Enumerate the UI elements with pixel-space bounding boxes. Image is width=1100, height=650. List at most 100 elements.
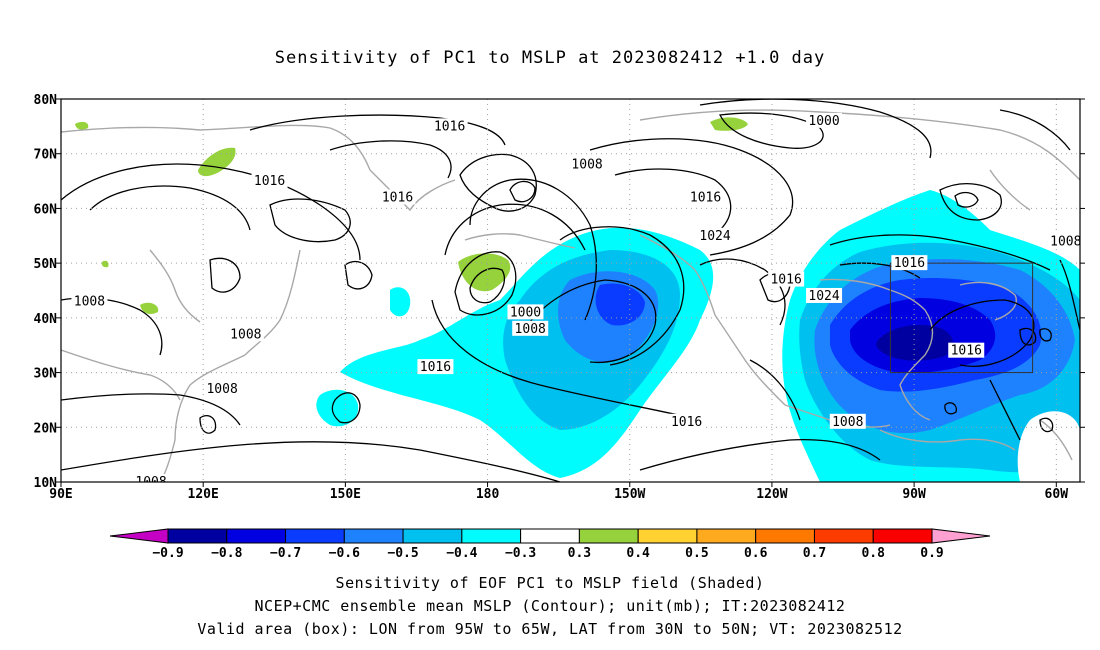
contour-label-bg <box>379 189 416 205</box>
colorbar: −0.9 −0.8 −0.7 −0.6 −0.5 −0.4 −0.3 0.3 0.4 0.5 0.6… <box>109 528 991 561</box>
colorbar-label: −0.5 <box>387 546 418 561</box>
lat-tick-label: 20N <box>34 421 58 436</box>
contour-label-bg <box>829 413 866 429</box>
colorbar-swatch <box>461 528 522 544</box>
shade-green-arctic2 <box>75 121 89 130</box>
lat-tick-label: 10N <box>34 476 58 491</box>
contour-label: 1024 <box>808 289 839 304</box>
colorbar-swatch <box>520 528 580 544</box>
contour-label: 1008 <box>571 158 602 173</box>
caption-line-3: Valid area (box): LON from 95W to 65W, L… <box>197 620 903 638</box>
contour-label-bg <box>507 304 544 320</box>
contour-label: 1016 <box>951 344 982 359</box>
contour-label: 1008 <box>206 382 237 397</box>
contour-label: 1008 <box>135 475 166 490</box>
contour-label: 1008 <box>832 415 863 430</box>
lon-tick-label: 90E <box>49 487 72 502</box>
lat-tick-label: 40N <box>34 312 58 327</box>
contour-label-bg <box>204 380 241 396</box>
contour-label: 1016 <box>671 415 702 430</box>
colorbar-swatch <box>167 528 228 544</box>
colorbar-swatch <box>637 528 698 544</box>
contour-label-bg <box>431 118 468 134</box>
lon-tick-label: 120E <box>188 487 219 502</box>
shade-green-china2 <box>101 260 109 268</box>
colorbar-swatch <box>343 528 404 544</box>
colorbar-label: 0.7 <box>803 546 826 561</box>
coastlines <box>61 109 1080 482</box>
map-title: Sensitivity of PC1 to MSLP at 2023082412… <box>274 48 826 68</box>
shade-cyan-wpac <box>316 389 359 427</box>
lon-tick-label: 120W <box>756 487 787 502</box>
lat-tick-label: 80N <box>34 93 58 108</box>
shade-deepnavy-america <box>876 325 954 361</box>
contour-label-bg <box>417 359 454 375</box>
contour-label-bg <box>133 474 170 482</box>
shade-cyan-wpac2 <box>390 287 411 317</box>
colorbar-label: −0.7 <box>270 546 301 561</box>
caption-line-2: NCEP+CMC ensemble mean MSLP (Contour); u… <box>254 597 846 615</box>
contour-label: 1016 <box>770 273 801 288</box>
contour-label-bg <box>251 173 288 189</box>
colorbar-swatch <box>696 528 757 544</box>
contour-label: 1008 <box>230 327 261 342</box>
caption-line-1: Sensitivity of EOF PC1 to MSLP field (Sh… <box>335 574 765 592</box>
colorbar-label: −0.6 <box>329 546 360 561</box>
colorbar-label: 0.6 <box>744 546 768 561</box>
colorbar-min-arrow <box>109 528 169 544</box>
colorbar-label: 0.5 <box>685 546 708 561</box>
lon-tick-label: 150W <box>614 487 645 502</box>
contour-label-bg <box>71 293 108 309</box>
colorbar-label: 0.3 <box>568 546 591 561</box>
colorbar-label: −0.8 <box>211 546 242 561</box>
contour-label: 1000 <box>510 305 541 320</box>
contour-label-bg <box>948 342 985 358</box>
contour-label: 1008 <box>1050 234 1081 249</box>
contour-label-bg <box>1047 233 1080 249</box>
contour-label: 1000 <box>808 114 839 129</box>
colorbar-swatch <box>226 528 287 544</box>
contour-label-bg <box>768 271 805 287</box>
lon-tick-label: 150E <box>330 487 361 502</box>
colorbar-swatch <box>872 528 933 544</box>
mslp-contours <box>61 99 1080 482</box>
contour-label: 1016 <box>254 174 285 189</box>
colorbar-swatch <box>813 528 874 544</box>
lon-tick-label: 90W <box>902 487 926 502</box>
lat-tick-label: 70N <box>34 148 58 163</box>
shade-green-siberia <box>198 147 236 177</box>
shade-gap-east <box>1017 411 1080 482</box>
lon-tick-label: 180 <box>476 487 500 502</box>
shade-green-china <box>140 302 159 314</box>
lat-tick-label: 30N <box>34 367 58 382</box>
lat-tick-label: 60N <box>34 202 58 217</box>
colorbar-label: 0.8 <box>861 546 885 561</box>
colorbar-swatch <box>578 528 639 544</box>
colorbar-swatch <box>755 528 815 544</box>
colorbar-max-arrow <box>931 528 991 544</box>
colorbar-label: 0.9 <box>920 546 943 561</box>
contour-label-bg <box>668 413 705 429</box>
contour-label: 1008 <box>515 322 546 337</box>
contour-label-bg <box>569 156 606 172</box>
contour-label-bg <box>227 326 264 342</box>
contour-label: 1016 <box>420 360 451 375</box>
contour-label-bg <box>806 112 843 128</box>
colorbar-label: −0.4 <box>446 546 477 561</box>
contour-label: 1008 <box>74 294 105 309</box>
valid-area-box <box>889 262 1034 374</box>
contour-label-bg <box>697 227 734 243</box>
lat-tick-label: 50N <box>34 257 58 272</box>
colorbar-label: −0.3 <box>505 546 536 561</box>
contour-label: 1016 <box>434 119 465 134</box>
contour-label: 1016 <box>690 190 721 205</box>
colorbar-swatch <box>402 528 463 544</box>
contour-label-bg <box>806 287 843 303</box>
contour-label: 1016 <box>382 190 413 205</box>
shade-green-arctic <box>710 117 748 131</box>
contour-labels: 1016 1016 1016 1008 1016 1024 1000 1008 1008 1008… <box>71 112 1081 490</box>
colorbar-label: −0.9 <box>152 546 183 561</box>
lon-tick-label: 60W <box>1045 487 1069 502</box>
